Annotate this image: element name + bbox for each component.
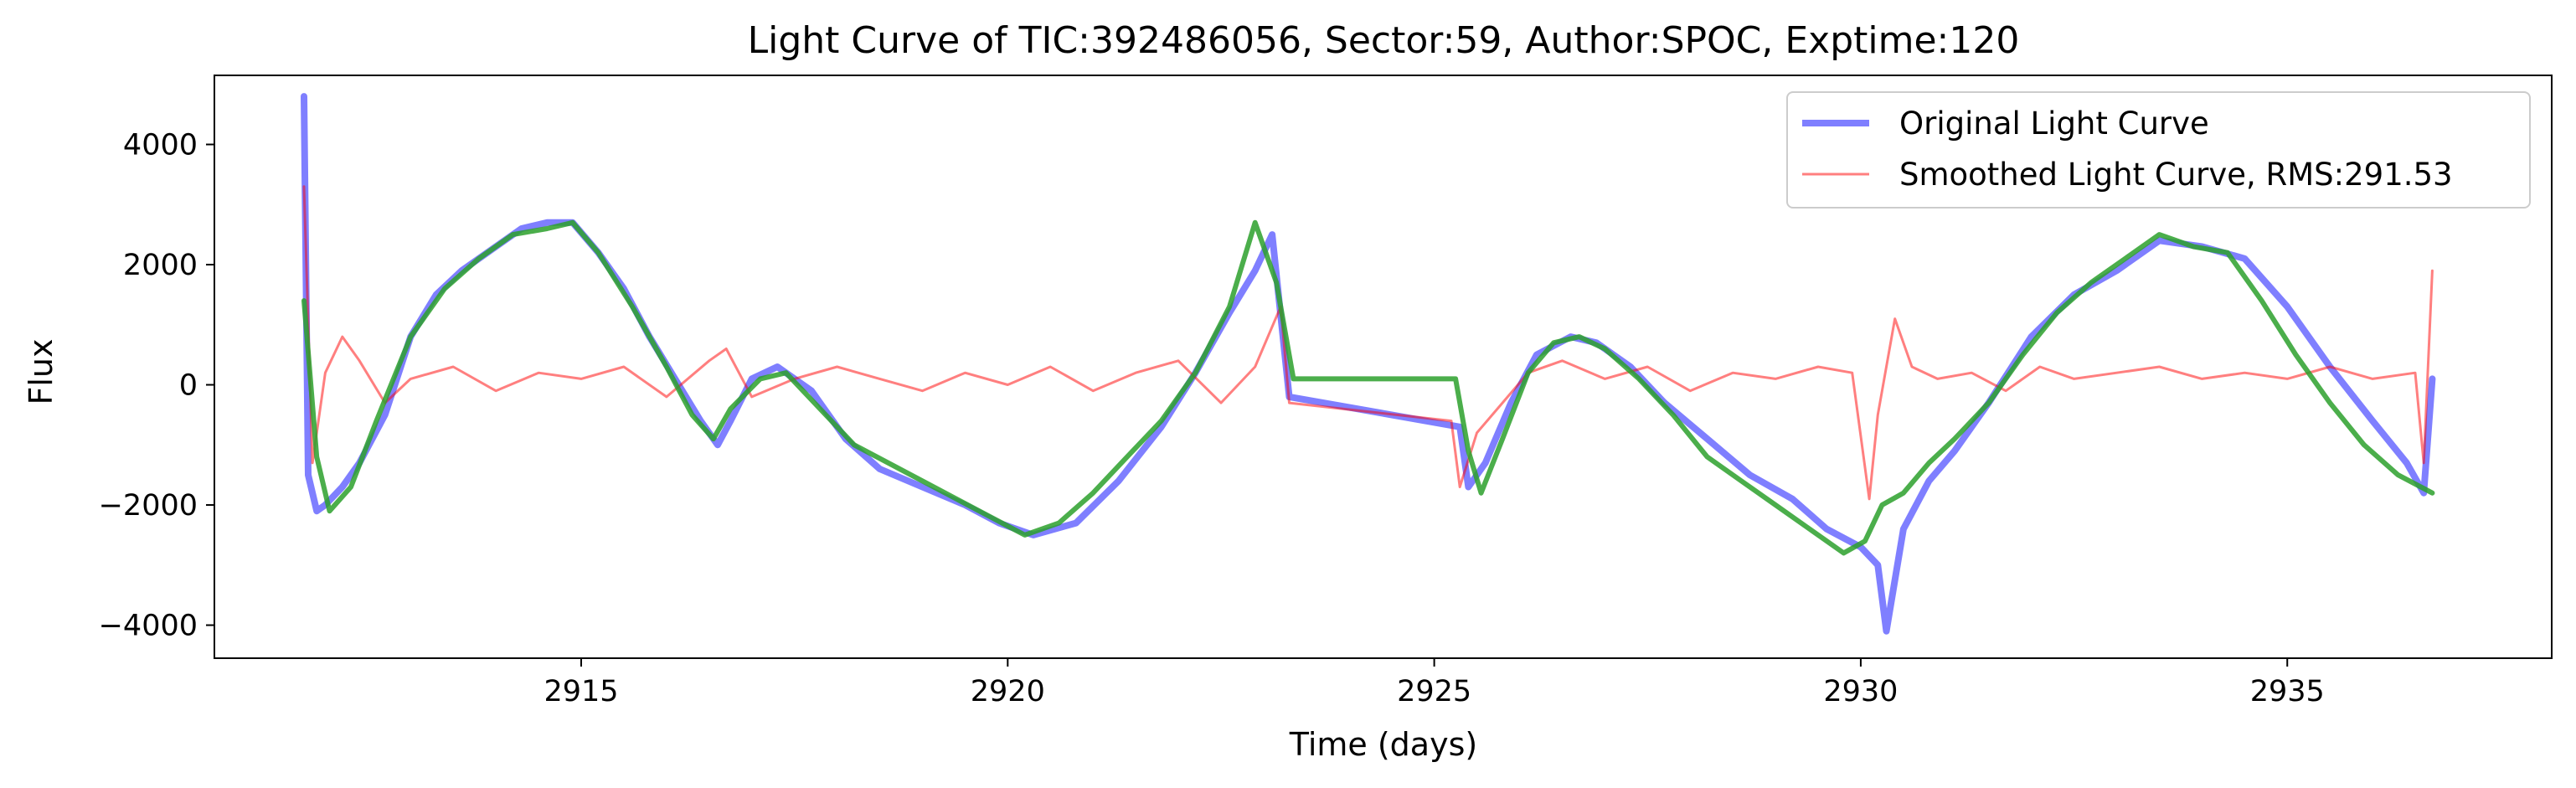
x-tick-label: 2920 [971,675,1045,708]
legend-label-smoothed: Smoothed Light Curve, RMS:291.53 [1899,157,2453,193]
x-tick-label: 2925 [1397,675,1471,708]
y-axis: −4000 −2000 0 2000 4000 [99,129,214,643]
y-tick-label: −2000 [99,489,198,523]
y-tick-label: −4000 [99,610,198,643]
y-tick-label: 4000 [123,129,198,162]
series-line-smoothed [302,185,2434,501]
legend-box [1786,91,2531,209]
series-layer [301,93,2436,635]
x-tick-label: 2930 [1823,675,1898,708]
x-axis-label: Time (days) [1289,726,1477,763]
axes-frame [214,75,2553,659]
chart-title: Light Curve of TIC:392486056, Sector:59,… [748,19,2020,62]
x-axis: 2915 2920 2925 2930 2935 [544,658,2325,708]
series-line-fit [301,219,2435,556]
plot-area [214,75,2553,659]
legend: Original Light Curve Smoothed Light Curv… [1786,91,2531,209]
x-tick-label: 2935 [2250,675,2325,708]
y-tick-label: 0 [179,369,198,403]
legend-label-original: Original Light Curve [1899,106,2209,142]
x-tick-label: 2915 [544,675,618,708]
y-axis-label: Flux [23,339,59,405]
y-tick-label: 2000 [123,249,198,282]
